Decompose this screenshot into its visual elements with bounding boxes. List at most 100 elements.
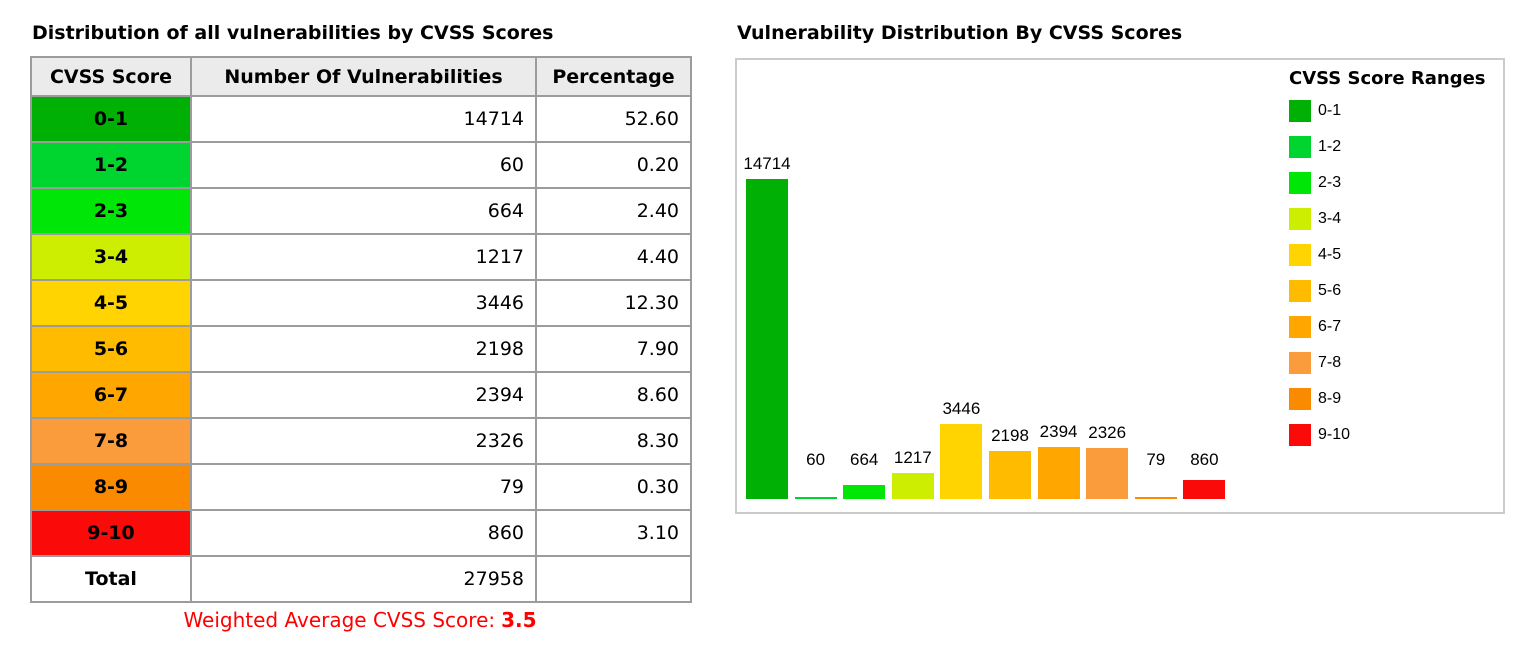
legend-item: 2-3 <box>1289 165 1486 201</box>
legend-title: CVSS Score Ranges <box>1289 68 1486 89</box>
table-header-row: CVSS Score Number Of Vulnerabilities Perce… <box>30 56 692 97</box>
weighted-average-value: 3.5 <box>501 608 537 632</box>
chart-title: Vulnerability Distribution By CVSS Score… <box>737 22 1183 44</box>
cvss-range-cell: 7-8 <box>30 417 192 465</box>
legend-item: 8-9 <box>1289 381 1486 417</box>
chart-plot-area: 14714 60 664 1217 3446 2198 2394 2326 79 860 CVSS… <box>735 58 1505 514</box>
legend-item-label: 7-8 <box>1318 354 1342 371</box>
vulnerability-count-cell: 2326 <box>190 417 537 465</box>
legend-color-swatch <box>1289 172 1311 194</box>
percentage-cell: 2.40 <box>535 187 692 235</box>
legend-item-label: 9-10 <box>1318 426 1351 443</box>
bar-value-label: 60 <box>806 450 826 469</box>
percentage-cell: 52.60 <box>535 95 692 143</box>
legend-item-label: 6-7 <box>1318 318 1342 335</box>
legend-item: 9-10 <box>1289 417 1486 453</box>
percentage-cell: 4.40 <box>535 233 692 281</box>
legend-color-swatch <box>1289 136 1311 158</box>
bar <box>1037 446 1080 499</box>
legend-item: 6-7 <box>1289 309 1486 345</box>
vulnerability-count-cell: 14714 <box>190 95 537 143</box>
bar <box>1134 497 1177 499</box>
cvss-range-cell: 3-4 <box>30 233 192 281</box>
cvss-range-cell: 4-5 <box>30 279 192 327</box>
bar <box>746 179 788 499</box>
chart-legend: CVSS Score Ranges 0-1 1-2 2-3 3-4 4-5 5-6 6-7 7… <box>1289 68 1486 453</box>
legend-color-swatch <box>1289 352 1311 374</box>
legend-item: 4-5 <box>1289 237 1486 273</box>
bar-value-label: 1217 <box>893 447 932 467</box>
vulnerability-count-cell: 860 <box>190 509 537 557</box>
total-percentage-cell <box>535 555 692 603</box>
bar-value-label: 860 <box>1190 450 1219 469</box>
percentage-cell: 3.10 <box>535 509 692 557</box>
percentage-cell: 8.60 <box>535 371 692 419</box>
weighted-average-label: Weighted Average CVSS Score: <box>183 608 496 632</box>
bar-value-label: 2198 <box>991 426 1029 446</box>
percentage-cell: 7.90 <box>535 325 692 373</box>
legend-item-label: 3-4 <box>1318 210 1342 227</box>
bar <box>989 451 1031 499</box>
bar-value-label: 3446 <box>942 399 981 419</box>
legend-color-swatch <box>1289 280 1311 302</box>
weighted-average-note: Weighted Average CVSS Score: 3.5 <box>30 608 690 632</box>
table-total-row: Total 27958 <box>30 555 692 603</box>
total-count-cell: 27958 <box>190 555 537 603</box>
legend-items: 0-1 1-2 2-3 3-4 4-5 5-6 6-7 7-8 8-9 9-10 <box>1289 93 1486 453</box>
total-label-cell: Total <box>30 555 192 603</box>
cvss-range-cell: 6-7 <box>30 371 192 419</box>
table-row: 5-6 2198 7.90 <box>30 325 692 373</box>
bar <box>794 497 837 499</box>
bar-value-label: 14714 <box>743 154 791 173</box>
percentage-cell: 12.30 <box>535 279 692 327</box>
percentage-cell: 0.20 <box>535 141 692 189</box>
bar <box>1183 480 1226 499</box>
vulnerability-count-cell: 60 <box>190 141 537 189</box>
bar <box>891 472 934 499</box>
cvss-distribution-table: CVSS Score Number Of Vulnerabilities Perce… <box>30 56 692 603</box>
legend-color-swatch <box>1289 424 1311 446</box>
legend-item-label: 0-1 <box>1318 102 1342 119</box>
bar <box>940 424 983 499</box>
table-row: 6-7 2394 8.60 <box>30 371 692 419</box>
table-row: 9-10 860 3.10 <box>30 509 692 557</box>
legend-item: 0-1 <box>1289 93 1486 129</box>
table-row: 1-2 60 0.20 <box>30 141 692 189</box>
bar-value-label: 2394 <box>1039 421 1078 441</box>
cvss-range-cell: 0-1 <box>30 95 192 143</box>
bar-value-label: 2326 <box>1088 423 1127 443</box>
table-row: 4-5 3446 12.30 <box>30 279 692 327</box>
vulnerability-count-cell: 1217 <box>190 233 537 281</box>
cvss-range-cell: 1-2 <box>30 141 192 189</box>
table-title: Distribution of all vulnerabilities by C… <box>32 22 554 44</box>
cvss-range-cell: 9-10 <box>30 509 192 557</box>
legend-item: 7-8 <box>1289 345 1486 381</box>
vulnerability-count-cell: 2394 <box>190 371 537 419</box>
table-row: 7-8 2326 8.30 <box>30 417 692 465</box>
vulnerability-count-cell: 664 <box>190 187 537 235</box>
legend-item-label: 2-3 <box>1318 174 1342 191</box>
cvss-range-cell: 2-3 <box>30 187 192 235</box>
legend-item-label: 1-2 <box>1318 138 1342 155</box>
legend-item: 3-4 <box>1289 201 1486 237</box>
legend-item-label: 5-6 <box>1318 282 1342 299</box>
legend-item-label: 4-5 <box>1318 246 1342 263</box>
table-row: 0-1 14714 52.60 <box>30 95 692 143</box>
bar <box>843 484 886 499</box>
vulnerability-count-cell: 2198 <box>190 325 537 373</box>
column-header: Percentage <box>535 56 692 97</box>
vulnerability-count-cell: 3446 <box>190 279 537 327</box>
legend-item: 1-2 <box>1289 129 1486 165</box>
vulnerability-count-cell: 79 <box>190 463 537 511</box>
cvss-range-cell: 8-9 <box>30 463 192 511</box>
legend-item-label: 8-9 <box>1318 390 1342 407</box>
percentage-cell: 8.30 <box>535 417 692 465</box>
column-header: CVSS Score <box>30 56 192 97</box>
table-row: 2-3 664 2.40 <box>30 187 692 235</box>
legend-item: 5-6 <box>1289 273 1486 309</box>
percentage-cell: 0.30 <box>535 463 692 511</box>
legend-color-swatch <box>1289 388 1311 410</box>
legend-color-swatch <box>1289 208 1311 230</box>
bar-value-label: 664 <box>850 450 879 469</box>
